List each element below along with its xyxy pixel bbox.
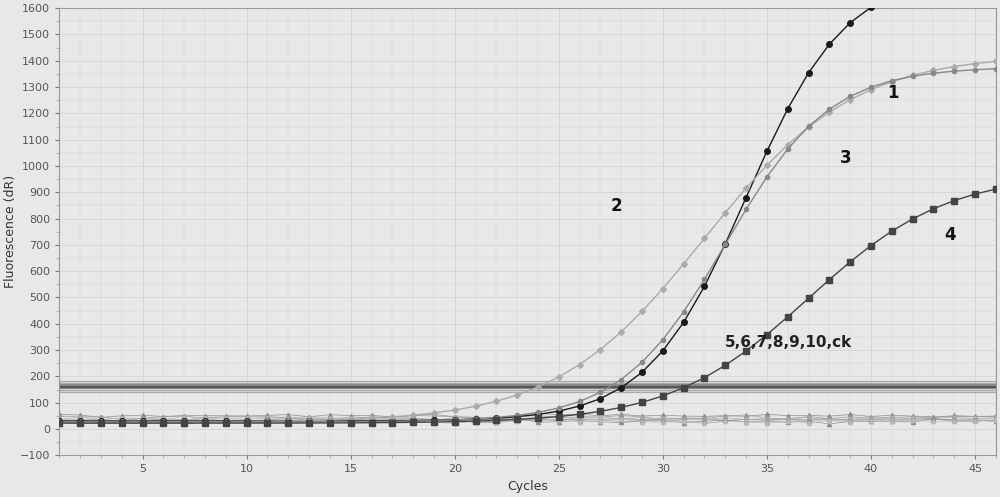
Text: 4: 4 [944,226,955,244]
X-axis label: Cycles: Cycles [507,480,548,493]
Text: 3: 3 [840,149,851,167]
Text: 5,6,7,8,9,10,ck: 5,6,7,8,9,10,ck [725,335,853,350]
Text: 2: 2 [611,197,622,215]
Y-axis label: Fluorescence (dR): Fluorescence (dR) [4,175,17,288]
Bar [59,381,996,392]
Text: 1: 1 [888,83,899,101]
